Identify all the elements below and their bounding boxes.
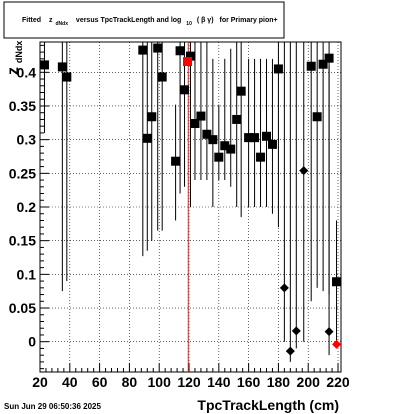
error-bars xyxy=(43,42,338,362)
square-point xyxy=(57,62,67,72)
y-tick-label: 0.35 xyxy=(9,98,36,114)
y-tick-label: 0.05 xyxy=(9,300,36,316)
x-tick-label: 200 xyxy=(297,374,321,390)
diamond-point xyxy=(285,346,295,356)
highlight-diamond-point xyxy=(332,339,342,349)
footer-timestamp: Sun Jun 29 06:50:36 2025 xyxy=(4,402,101,411)
axes xyxy=(39,44,339,372)
x-tick-label: 140 xyxy=(207,374,231,390)
title-box: Fitted z dNdx versus TpcTrackLength and … xyxy=(3,1,285,39)
x-tick-label: 80 xyxy=(122,374,138,390)
diamond-point xyxy=(291,326,301,336)
x-tick-label: 120 xyxy=(177,374,201,390)
square-point xyxy=(256,152,266,162)
x-tick-labels: 20 40 60 80 100 120 140 160 180 200 220 xyxy=(32,374,350,390)
square-point xyxy=(208,135,218,145)
square-point xyxy=(324,53,334,63)
square-point xyxy=(214,152,224,162)
square-point xyxy=(138,45,148,55)
square-point xyxy=(175,46,185,56)
diamond-point xyxy=(279,283,289,293)
title-beta: ( β γ) xyxy=(197,17,214,24)
y-tick-label: 0.2 xyxy=(17,199,37,215)
square-point xyxy=(171,156,181,166)
y-axis-label-sub: dNdx xyxy=(14,41,24,64)
square-point xyxy=(306,61,316,71)
x-tick-label: 180 xyxy=(267,374,291,390)
square-point xyxy=(232,114,242,124)
x-tick-label: 60 xyxy=(92,374,108,390)
square-point xyxy=(332,277,342,287)
square-point xyxy=(190,118,200,128)
square-point xyxy=(157,72,167,82)
square-point xyxy=(267,139,277,149)
square-point xyxy=(202,129,212,139)
y-tick-label: 0 xyxy=(28,334,36,350)
diamond-point xyxy=(299,166,309,176)
x-tick-label: 20 xyxy=(32,374,48,390)
x-tick-label: 220 xyxy=(326,374,350,390)
y-tick-label: 0.1 xyxy=(17,266,37,282)
title-main: Fitted xyxy=(22,17,41,24)
y-axis-label-main: z xyxy=(5,67,22,75)
y-tick-label: 0.25 xyxy=(9,165,36,181)
title-frame xyxy=(3,1,285,39)
x-axis-label: TpcTrackLength (cm) xyxy=(197,397,339,413)
square-point xyxy=(318,59,328,69)
y-tick-labels: 0 0.05 0.1 0.15 0.2 0.25 0.3 0.35 0.4 xyxy=(9,64,36,349)
diamond-point xyxy=(324,327,334,337)
x-tick-label: 100 xyxy=(148,374,172,390)
square-point xyxy=(226,144,236,154)
y-tick-label: 0.15 xyxy=(9,233,36,249)
title-z: z xyxy=(49,17,53,24)
title-end: for Primary pion+ xyxy=(219,17,277,24)
square-point xyxy=(250,133,260,143)
square-point xyxy=(236,86,246,96)
title-z-sub: dNdx xyxy=(55,21,68,27)
title-log-sub: 10 xyxy=(186,21,192,27)
square-point xyxy=(142,133,152,143)
square-point xyxy=(220,141,230,151)
x-tick-label: 40 xyxy=(62,374,78,390)
x-tick-label: 160 xyxy=(237,374,261,390)
square-point xyxy=(261,131,271,141)
square-point xyxy=(186,51,195,61)
title-mid: versus TpcTrackLength and log xyxy=(76,17,181,24)
data-points xyxy=(39,43,342,356)
y-axis-label: z dNdx xyxy=(5,41,24,75)
square-point xyxy=(273,64,283,74)
square-point xyxy=(153,43,163,53)
highlight-square-point xyxy=(183,57,193,67)
square-point xyxy=(147,112,157,122)
y-tick-label: 0.3 xyxy=(17,132,37,148)
square-point xyxy=(244,133,254,143)
square-point xyxy=(312,112,322,122)
y-tick-label: 0.4 xyxy=(17,64,37,80)
square-point xyxy=(62,72,72,82)
square-point xyxy=(180,85,190,95)
chart-title: Fitted z dNdx versus TpcTrackLength and … xyxy=(22,17,278,27)
square-point xyxy=(196,111,206,121)
square-point xyxy=(39,60,49,70)
